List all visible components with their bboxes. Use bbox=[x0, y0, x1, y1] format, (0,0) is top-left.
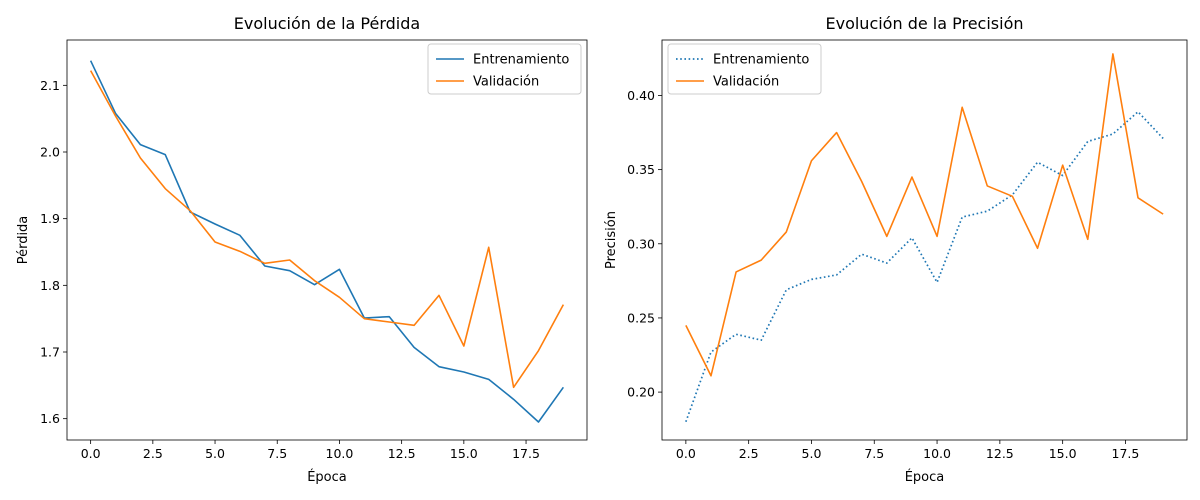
y-tick-label: 1.9 bbox=[40, 211, 60, 226]
x-tick-label: 5.0 bbox=[205, 446, 225, 461]
y-axis-label: Pérdida bbox=[16, 216, 31, 265]
x-tick-label: 0.0 bbox=[676, 446, 696, 461]
x-tick-label: 7.5 bbox=[267, 446, 287, 461]
y-tick-label: 2.0 bbox=[40, 145, 60, 160]
x-tick-label: 7.5 bbox=[864, 446, 884, 461]
series-line-train bbox=[685, 110, 1164, 423]
y-tick-label: 0.40 bbox=[627, 88, 655, 103]
legend: Entrenamiento Validación bbox=[427, 43, 582, 95]
legend: Entrenamiento Validación bbox=[667, 43, 822, 95]
x-tick-label: 12.5 bbox=[388, 446, 416, 461]
y-tick-label: 1.8 bbox=[40, 278, 60, 293]
x-tick-label: 17.5 bbox=[512, 446, 540, 461]
series-line-validation bbox=[685, 53, 1164, 377]
y-tick-label: 0.30 bbox=[627, 236, 655, 251]
axes-frame bbox=[661, 39, 1188, 441]
y-tick-label: 0.25 bbox=[627, 310, 655, 325]
y-tick-label: 0.35 bbox=[627, 162, 655, 177]
legend-box bbox=[427, 43, 582, 95]
legend-box bbox=[667, 43, 822, 95]
y-tick-label: 0.20 bbox=[627, 385, 655, 400]
x-axis-label: Época bbox=[905, 469, 945, 485]
legend-label: Validación bbox=[473, 75, 539, 90]
y-tick-label: 1.6 bbox=[40, 411, 60, 426]
y-tick-label: 2.1 bbox=[40, 78, 60, 93]
legend-label: Entrenamiento bbox=[473, 53, 569, 68]
x-tick-label: 0.0 bbox=[81, 446, 101, 461]
x-tick-label: 17.5 bbox=[1112, 446, 1140, 461]
x-tick-label: 10.0 bbox=[923, 446, 951, 461]
x-tick-label: 2.5 bbox=[739, 446, 759, 461]
x-tick-label: 12.5 bbox=[986, 446, 1014, 461]
series-line-validation bbox=[89, 70, 565, 389]
loss-chart: Evolución de la Pérdida 0.0 2.5 5.0 7.5 10.0 1… bbox=[16, 14, 588, 485]
legend-label: Validación bbox=[713, 75, 779, 90]
y-axis-label: Precisión bbox=[604, 211, 619, 269]
chart-title: Evolución de la Precisión bbox=[825, 14, 1023, 33]
x-tick-label: 2.5 bbox=[143, 446, 163, 461]
series-line-train bbox=[89, 60, 565, 423]
y-tick-label: 1.7 bbox=[40, 345, 60, 360]
x-tick-label: 15.0 bbox=[450, 446, 478, 461]
legend-label: Entrenamiento bbox=[713, 53, 809, 68]
x-tick-label: 15.0 bbox=[1049, 446, 1077, 461]
chart-title: Evolución de la Pérdida bbox=[234, 14, 420, 33]
accuracy-chart: Evolución de la Precisión 0.0 2.5 5.0 7.5 10.… bbox=[604, 14, 1188, 485]
axes-frame bbox=[66, 39, 588, 441]
x-tick-label: 10.0 bbox=[326, 446, 354, 461]
x-tick-label: 5.0 bbox=[802, 446, 822, 461]
x-axis-label: Época bbox=[307, 469, 347, 485]
